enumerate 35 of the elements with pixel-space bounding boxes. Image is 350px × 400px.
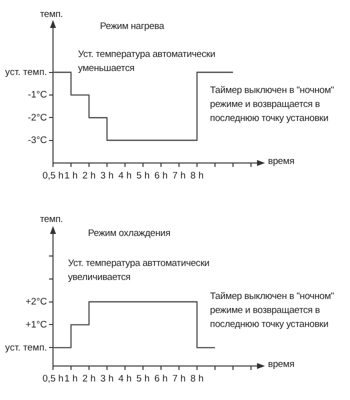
annotation: Таймер выключен в "ночном" режиме и возвращается в последнюю точку установки xyxy=(210,84,335,126)
annotation: Таймер выключен в "ночном" режиме и возвращается в последнюю точку установки xyxy=(210,290,335,332)
x-tick-label: 4 h xyxy=(118,170,132,182)
x-tick-label: 2 h xyxy=(82,170,96,182)
x-tick-label: 1 h xyxy=(64,170,78,182)
annotation: Уст. температура автоматически уменьшается xyxy=(78,48,216,76)
x-tick-label: 0,5 h xyxy=(42,170,64,182)
y-tick-label: -2°C xyxy=(28,112,48,124)
y-axis-title: темп. xyxy=(40,8,63,22)
x-tick-label: 1 h xyxy=(64,373,78,384)
x-axis-title: время xyxy=(268,155,294,169)
x-tick-label: 0,5 h xyxy=(42,373,64,384)
x-tick-label: 4 h xyxy=(118,373,132,384)
x-tick-label: 7 h xyxy=(172,170,186,182)
x-tick-label: 2 h xyxy=(82,373,96,384)
x-tick-label: 8 h xyxy=(190,170,204,182)
y-tick-label: +2°C xyxy=(26,296,48,308)
y-axis-title: темп. xyxy=(40,213,63,227)
y-tick-label: +1°C xyxy=(26,319,48,330)
y-tick-label: -3°C xyxy=(28,134,48,146)
x-tick-label: 8 h xyxy=(190,373,204,384)
y-tick-label: уст. темп. xyxy=(5,66,47,78)
annotation: Уст. температура авттоматически увеличивается xyxy=(68,257,210,285)
x-tick-label: 7 h xyxy=(172,373,186,384)
x-tick-label: 5 h xyxy=(136,170,150,182)
y-tick-label: уст. темп. xyxy=(5,342,47,354)
x-axis-title: время xyxy=(268,358,294,372)
chart-title: Режим нагрева xyxy=(100,20,164,34)
x-tick-label: 3 h xyxy=(100,373,114,384)
y-tick-label: -1°C xyxy=(28,90,48,101)
x-tick-label: 6 h xyxy=(154,373,168,384)
chart-title: Режим охлаждения xyxy=(88,227,170,241)
x-tick-label: 6 h xyxy=(154,170,168,182)
x-tick-label: 3 h xyxy=(100,170,114,182)
x-tick-label: 5 h xyxy=(136,373,150,384)
